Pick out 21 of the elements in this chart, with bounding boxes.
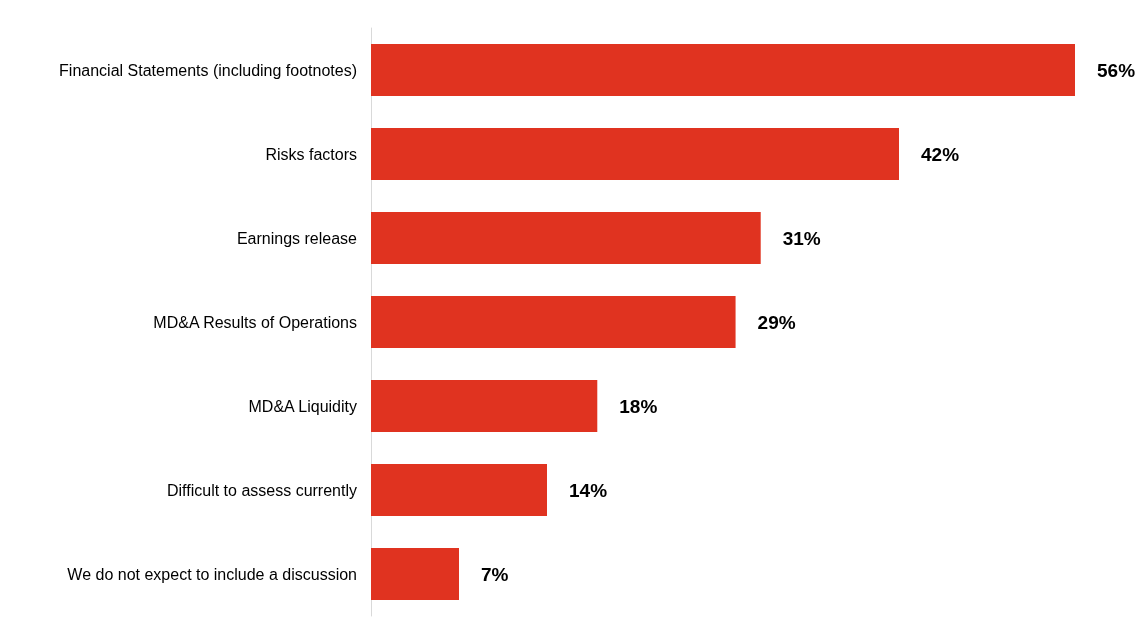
y-tick-label: Earnings release xyxy=(236,229,358,247)
data-label: 14% xyxy=(569,479,608,501)
bar xyxy=(371,211,761,265)
y-tick-label: MD&A Liquidity xyxy=(248,397,357,415)
y-tick-label: Difficult to assess currently xyxy=(167,481,357,499)
bar xyxy=(371,463,547,517)
bar xyxy=(371,127,899,181)
data-label: 42% xyxy=(921,143,960,165)
bar xyxy=(371,295,736,349)
data-label: 56% xyxy=(1097,59,1136,81)
bar xyxy=(371,547,459,601)
bar xyxy=(371,379,598,433)
y-tick-label: Financial Statements (including footnotes) xyxy=(59,61,357,79)
data-label: 31% xyxy=(782,227,821,249)
y-tick-label: We do not expect to include a discussion xyxy=(67,565,357,583)
y-tick-label: Risks factors xyxy=(265,145,357,163)
bar xyxy=(371,43,1075,97)
data-label: 29% xyxy=(757,311,796,333)
data-label: 7% xyxy=(481,563,509,585)
data-label: 18% xyxy=(619,395,658,417)
y-tick-label: MD&A Results of Operations xyxy=(153,313,357,331)
